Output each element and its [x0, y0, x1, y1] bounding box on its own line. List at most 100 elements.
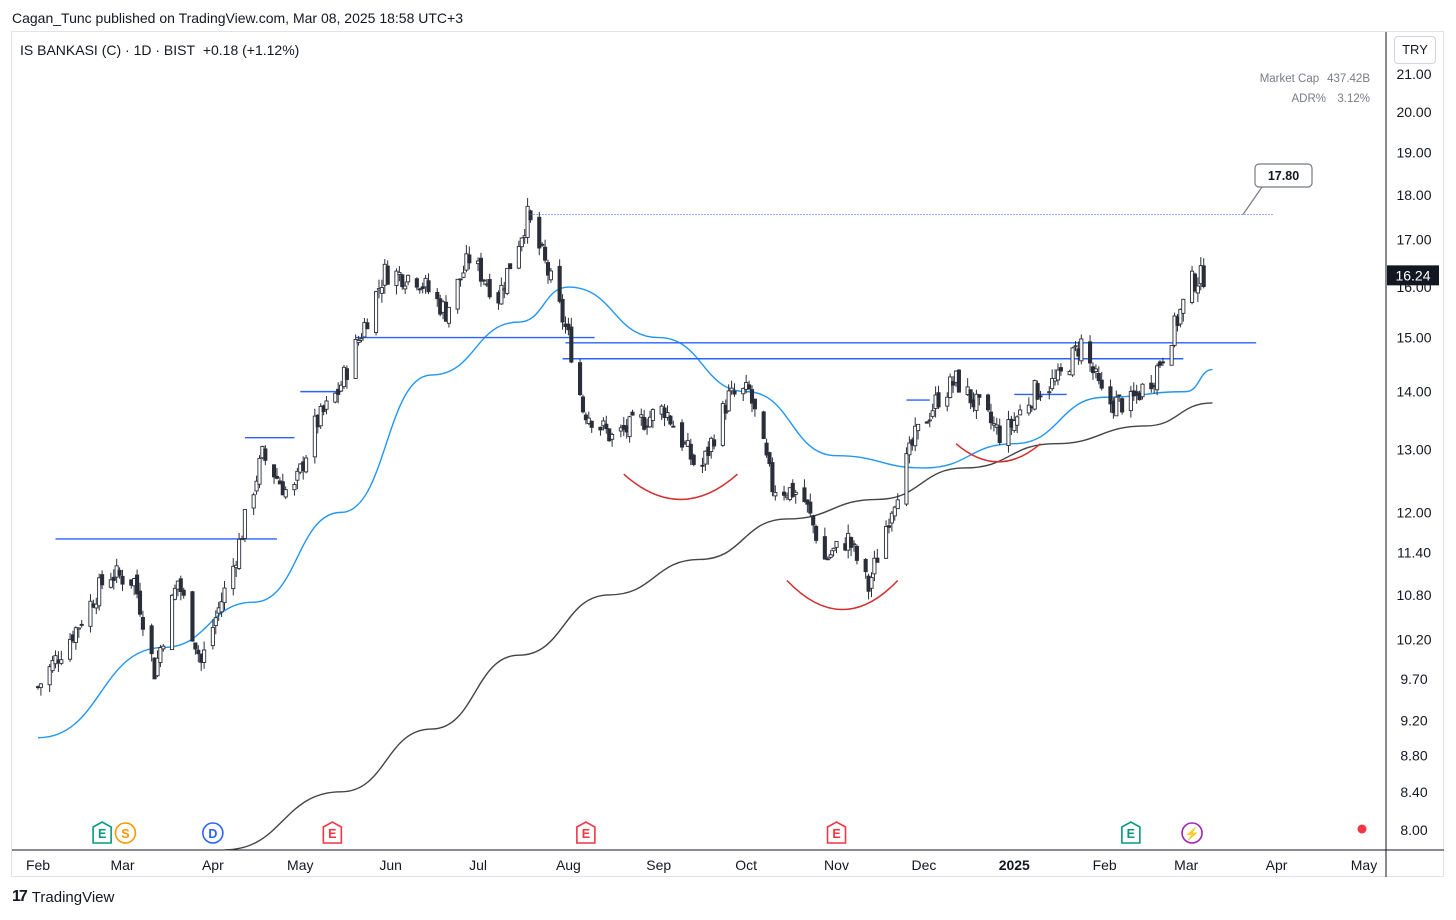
candle-body — [688, 443, 693, 460]
candle-body — [747, 384, 752, 390]
candle-body — [1172, 315, 1177, 346]
candle-body — [1155, 365, 1160, 391]
candle-body — [1099, 379, 1104, 389]
y-tick-label: 10.80 — [1396, 587, 1431, 603]
y-tick-label: 15.00 — [1396, 330, 1431, 346]
candle-body — [849, 537, 854, 548]
event-label: ⚡ — [1184, 826, 1200, 842]
candle-body — [108, 579, 113, 588]
pattern-arcs — [623, 443, 1041, 611]
x-tick-label: Apr — [1266, 857, 1288, 873]
y-tick-label: 20.00 — [1396, 104, 1431, 120]
candle-body — [1178, 308, 1183, 325]
y-tick-label: 14.00 — [1396, 384, 1431, 400]
event-label: E — [832, 827, 840, 841]
candle-body — [193, 642, 198, 650]
candle-body — [712, 439, 717, 447]
candle-body — [986, 394, 991, 411]
candle-body — [869, 577, 874, 589]
cup-arc — [955, 443, 1041, 463]
tradingview-logo[interactable]: 17 TradingView — [12, 888, 114, 906]
candle-body — [892, 506, 897, 517]
candle-body — [365, 322, 370, 330]
y-tick-label: 11.40 — [1397, 545, 1431, 561]
candle-body — [700, 464, 705, 467]
x-tick-label: Mar — [110, 857, 134, 873]
candle-body — [394, 270, 399, 286]
candle-body — [519, 237, 524, 248]
candle-body — [668, 415, 673, 425]
candle-body — [610, 434, 615, 440]
candle-body — [886, 525, 892, 528]
candle-body — [927, 419, 932, 422]
candle-body — [639, 414, 644, 418]
candle-body — [647, 416, 653, 428]
candle-body — [782, 491, 787, 496]
candle-body — [540, 243, 545, 246]
candle-body — [854, 545, 859, 561]
candle-body — [1055, 369, 1061, 381]
adr-label: ADR% — [1291, 93, 1326, 105]
candle-body — [487, 279, 492, 298]
candle-body — [580, 396, 586, 413]
candle-body — [312, 415, 317, 458]
candle-body — [111, 576, 116, 581]
candle-body — [242, 509, 247, 539]
candle-body — [988, 411, 994, 424]
x-tick-label: Dec — [911, 857, 936, 873]
earnings-icon — [92, 821, 112, 844]
candle-body — [400, 274, 405, 288]
candle-body — [548, 270, 553, 281]
candle-body — [304, 457, 309, 473]
candle-body — [1026, 404, 1031, 414]
candle-body — [951, 381, 956, 386]
publisher-line: Cagan_Tunc published on TradingView.com,… — [12, 10, 464, 26]
candle-body — [88, 600, 93, 627]
candle-body — [974, 393, 979, 412]
y-tick-label: 9.20 — [1400, 713, 1427, 729]
symbol-name: IS BANKASI (C) · 1D · BIST — [20, 42, 196, 58]
candle-body — [1160, 361, 1165, 364]
candle-body — [770, 462, 775, 493]
candle-body — [1035, 383, 1040, 400]
level-lines — [55, 336, 1257, 540]
candle-body — [811, 515, 816, 526]
candle-body — [1079, 338, 1084, 362]
target-label-text: 17.80 — [1268, 169, 1299, 183]
x-tick-label: Aug — [556, 857, 581, 873]
adr-value: 3.12% — [1337, 93, 1370, 105]
candle-body — [190, 591, 195, 642]
candle-body — [997, 425, 1002, 444]
y-tick-label: 21.00 — [1396, 66, 1431, 82]
tradingview-logo-icon: 17 — [12, 888, 28, 905]
candle-body — [741, 387, 746, 395]
last-price-text: 16.24 — [1395, 267, 1430, 283]
candle-body — [1070, 347, 1075, 376]
currency-button[interactable]: TRY — [1394, 36, 1436, 64]
candle-body — [397, 271, 402, 275]
candle-body — [703, 450, 708, 465]
y-tick-label: 8.00 — [1400, 822, 1427, 838]
earnings-icon — [826, 821, 847, 844]
candle-body — [219, 601, 224, 613]
candle-body — [318, 405, 323, 427]
candle-body — [362, 322, 367, 338]
candle-body — [79, 623, 84, 626]
candle-body — [414, 278, 419, 288]
candle-body — [583, 414, 588, 421]
cup-arc — [623, 473, 738, 501]
candle-body — [1038, 395, 1043, 398]
candle-body — [1195, 285, 1200, 294]
candle-body — [38, 683, 43, 688]
candle-body — [120, 575, 125, 585]
candle-body — [344, 368, 349, 380]
candle-body — [1006, 419, 1011, 446]
axes-group: 21.0020.0019.0018.0017.0016.0015.0014.00… — [12, 32, 1444, 877]
x-tick-label: 2025 — [999, 857, 1030, 873]
candle-body — [155, 657, 160, 677]
candle-body — [1093, 368, 1098, 372]
candle-body — [333, 392, 338, 403]
candle-body — [516, 245, 521, 269]
candle-body — [630, 411, 635, 416]
